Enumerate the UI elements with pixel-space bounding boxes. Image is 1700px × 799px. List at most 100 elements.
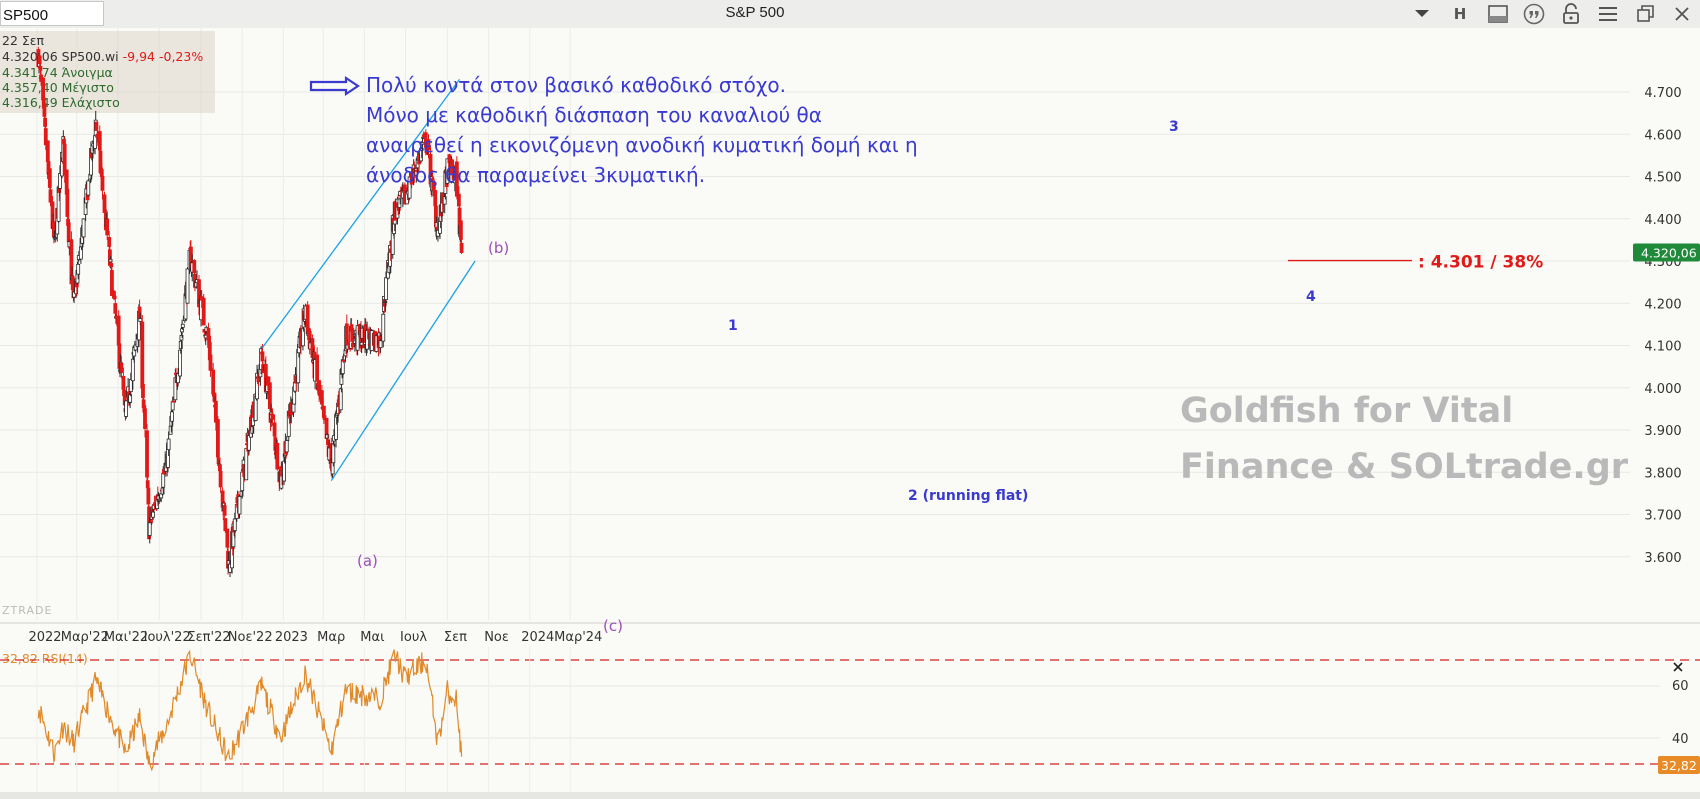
candle-up <box>383 301 388 303</box>
info-box <box>0 31 215 113</box>
info-high: 4.357,40 Μέγιστο <box>2 80 114 95</box>
candle-down <box>201 297 206 326</box>
wave-label-1: 1 <box>728 318 738 334</box>
watermark-line-2: Finance & SOLtrade.gr <box>1180 447 1629 487</box>
candle-up <box>239 490 244 497</box>
candle-up <box>157 498 162 501</box>
candle-up <box>156 495 161 502</box>
candle-up <box>133 344 138 351</box>
candle-down <box>226 550 230 569</box>
candle-down <box>322 415 327 420</box>
lock-icon[interactable] <box>1557 2 1585 26</box>
symbol-input[interactable] <box>0 1 104 26</box>
x-tick-label: Μαι <box>360 630 384 645</box>
x-tick-label: Ιουλ'22 <box>144 630 191 645</box>
candle-up <box>128 379 133 392</box>
candle-up <box>72 291 77 298</box>
candle-up <box>325 434 330 439</box>
y-tick-label: 4.000 <box>1644 382 1681 397</box>
candle-down <box>454 161 459 197</box>
price-badge: 4.320,06 <box>1633 243 1700 262</box>
x-tick-label: 2023 <box>275 630 308 645</box>
candle-down <box>65 188 70 217</box>
candle-down <box>319 390 324 405</box>
quote-icon[interactable] <box>1520 2 1548 26</box>
candle-up <box>76 263 81 275</box>
candle-up <box>178 340 183 350</box>
candle-down <box>426 139 431 151</box>
grid <box>0 28 1630 620</box>
restore-icon[interactable] <box>1632 2 1660 26</box>
candle-down <box>107 236 112 247</box>
candle-down <box>458 220 463 240</box>
candle-up <box>108 258 113 263</box>
candle-up <box>179 334 184 341</box>
annotation-line-4: άνοδος θα παραμείνει 3κυματική. <box>366 163 705 187</box>
candle-down <box>37 55 42 65</box>
menu-icon[interactable] <box>1594 2 1622 26</box>
candle-down <box>213 400 218 423</box>
x-tick-label: 2022 <box>28 630 61 645</box>
rsi-close-icon[interactable] <box>1673 662 1683 672</box>
candle-down <box>141 383 145 399</box>
candle-up <box>301 328 305 347</box>
candle-down <box>270 414 275 420</box>
channel-lower <box>330 260 476 482</box>
chevron-down-icon[interactable] <box>1408 2 1436 26</box>
y-tick-label: 3.700 <box>1644 509 1681 524</box>
price-chart[interactable]: 22 Σεπ 4.320,06 SP500.wi -9,94 -0,23% 4.… <box>0 28 1700 799</box>
candle-down <box>70 276 75 291</box>
h-button[interactable]: H <box>1453 5 1467 23</box>
rsi-pane[interactable]: 32,82 RSI(14) 60 40 32,82 <box>0 647 1700 792</box>
candle-down <box>100 176 105 191</box>
candle-down <box>415 169 419 172</box>
candle-down <box>119 362 124 373</box>
candle-down <box>223 518 228 532</box>
candle-up <box>331 443 336 464</box>
chart-title: S&P 500 <box>725 4 785 21</box>
close-icon[interactable] <box>1668 2 1696 26</box>
rsi-tick-60: 60 <box>1672 679 1689 694</box>
candle-up <box>161 472 166 488</box>
candle-down <box>143 408 147 429</box>
candle-up <box>81 218 86 238</box>
candle-down <box>62 138 66 145</box>
candle-down <box>116 315 121 346</box>
svg-text:32,82: 32,82 <box>1661 758 1697 773</box>
candle-up <box>53 237 58 240</box>
candle-down <box>209 368 214 371</box>
candle-up <box>388 245 392 267</box>
candle-down <box>341 359 346 362</box>
toolbar: S&P 500 H <box>0 0 1700 29</box>
y-tick-label: 3.900 <box>1644 424 1681 439</box>
x-tick-label: Νοε <box>484 630 509 645</box>
candle-down <box>43 128 48 146</box>
candle-down <box>103 209 108 212</box>
candles <box>36 46 464 578</box>
candle-up <box>250 426 255 434</box>
candle-up <box>147 522 152 536</box>
panel-icon[interactable] <box>1484 2 1512 26</box>
candle-up <box>86 180 91 196</box>
candle-up <box>170 401 175 411</box>
candle-down <box>350 342 355 348</box>
rsi-label: 32,82 RSI(14) <box>2 651 88 666</box>
y-tick-label: 4.100 <box>1644 340 1681 355</box>
candle-up <box>166 438 171 451</box>
candle-down <box>265 376 270 386</box>
rsi-tick-40: 40 <box>1672 732 1689 747</box>
candle-up <box>237 496 242 515</box>
candle-down <box>62 143 67 175</box>
candle-up <box>244 448 249 481</box>
candle-down <box>121 375 126 390</box>
candle-up <box>407 176 412 199</box>
candle-down <box>146 487 151 505</box>
candle-down <box>431 180 436 191</box>
info-open: 4.341,74 Άνοιγμα <box>2 65 113 80</box>
candle-down <box>218 470 223 488</box>
candle-down <box>222 505 227 516</box>
annotation-line-3: αναιρεθεί η εικονιζόμενη ανοδική κυματικ… <box>366 133 918 157</box>
annotation-line-1: Πολύ κοντά στον βασικό καθοδικό στόχο. <box>366 73 786 97</box>
candle-up <box>397 198 402 208</box>
candle-down <box>102 194 107 213</box>
